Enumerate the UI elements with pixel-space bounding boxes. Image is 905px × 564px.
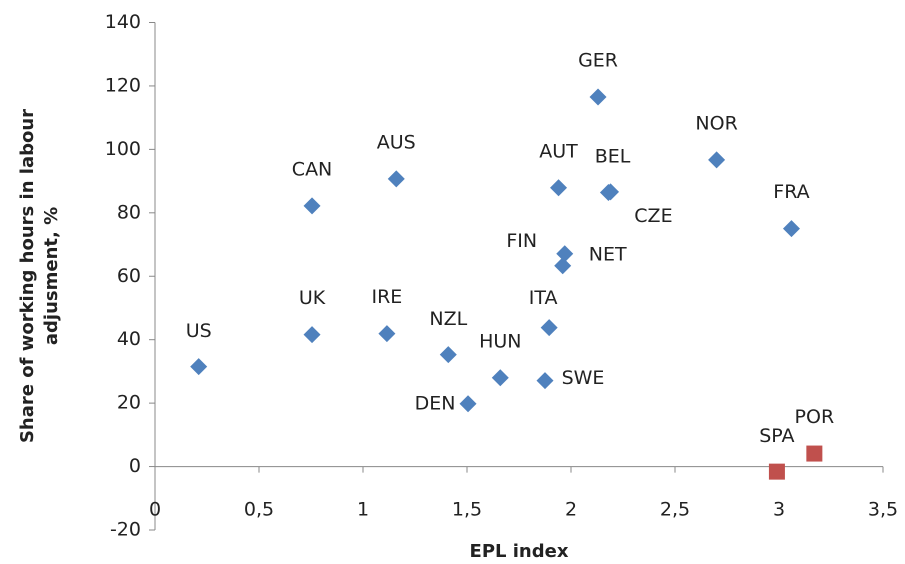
x-axis-title: EPL index [470, 541, 569, 562]
point-label: SPA [759, 425, 794, 447]
point [387, 170, 405, 188]
y-tick-label: 80 [117, 201, 141, 223]
point-label: CAN [292, 158, 332, 180]
point [303, 197, 321, 215]
point [554, 257, 572, 275]
point [782, 220, 800, 238]
point-label: BEL [595, 145, 631, 167]
y-axis-title-group: Share of working hours in labour adjusme… [17, 109, 62, 443]
point-label: UK [299, 287, 326, 309]
y-axis-title: adjusment, % [41, 207, 62, 345]
point [550, 179, 568, 197]
point-label: SWE [562, 367, 605, 389]
x-tick-label: 0,5 [244, 499, 274, 521]
y-axis-title: Share of working hours in labour [17, 109, 38, 443]
y-tick-label: 140 [105, 11, 141, 33]
point [540, 319, 558, 337]
point [806, 445, 823, 462]
x-tick-label: 1 [357, 499, 369, 521]
point-label: GER [578, 50, 618, 72]
point [491, 369, 509, 387]
point-label: FIN [506, 230, 537, 252]
point-label: CZE [634, 205, 672, 227]
y-tick-label: 40 [117, 328, 141, 350]
point-label: ITA [529, 287, 558, 309]
point-label: HUN [479, 330, 521, 352]
point-label: NOR [695, 112, 737, 134]
point-label: US [186, 320, 212, 342]
point-label: FRA [773, 181, 809, 203]
y-tick-label: 100 [105, 138, 141, 160]
y-tick-label: 0 [129, 455, 141, 477]
y-tick-label: -20 [110, 519, 141, 541]
point-label: AUT [539, 140, 578, 162]
point-label: IRE [372, 286, 403, 308]
point [589, 88, 607, 106]
x-tick-label: 2 [565, 499, 577, 521]
y-tick-label: 60 [117, 265, 141, 287]
point [599, 184, 617, 202]
point-label: POR [795, 406, 835, 428]
y-tick-label: 20 [117, 392, 141, 414]
point-label: NET [589, 243, 627, 265]
x-tick-label: 1,5 [452, 499, 482, 521]
x-tick-label: 3,5 [868, 499, 898, 521]
point [378, 325, 396, 343]
y-tick-label: 120 [105, 74, 141, 96]
x-tick-label: 0 [149, 499, 161, 521]
point [459, 395, 477, 413]
x-tick-label: 3 [773, 499, 785, 521]
point [768, 463, 785, 480]
point [439, 346, 457, 364]
point [190, 358, 208, 376]
point-label: NZL [429, 308, 467, 330]
point [556, 245, 574, 263]
point [536, 372, 554, 390]
point [303, 326, 321, 344]
point-label: AUS [377, 131, 416, 153]
point-label: DEN [415, 392, 456, 414]
point [708, 151, 726, 169]
x-tick-label: 2,5 [660, 499, 690, 521]
